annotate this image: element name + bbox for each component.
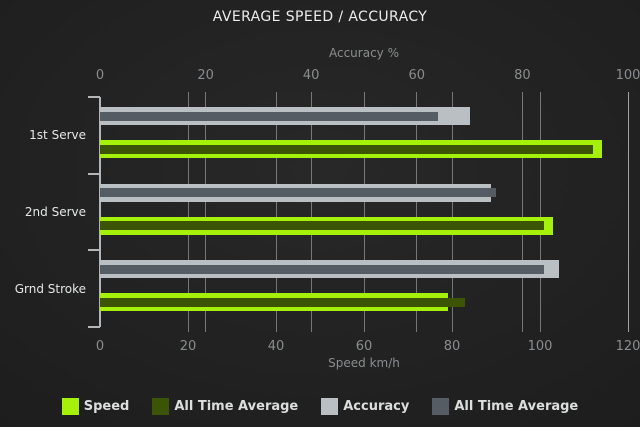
legend-item-all-time-average-1[interactable]: All Time Average [152, 398, 298, 415]
bar-all-time-average-2nd-serve[interactable] [100, 221, 545, 231]
bar-all-time-average-grnd-stroke[interactable] [100, 297, 466, 307]
bar-all-time-average-1st-serve[interactable] [100, 144, 593, 154]
legend-label: All Time Average [174, 399, 299, 414]
top-gridline-60 [416, 92, 418, 332]
y-axis-tick [88, 172, 100, 175]
bottom-axis-tick-80: 80 [443, 339, 461, 354]
bottom-axis-tick-0: 0 [95, 339, 105, 354]
legend-item-all-time-average-3[interactable]: All Time Average [432, 398, 578, 415]
y-axis-tick [88, 96, 100, 98]
y-axis-tick [88, 249, 100, 252]
bottom-gridline-40 [275, 92, 277, 332]
bar-all-time-average-2nd-serve[interactable] [100, 188, 496, 198]
chart-title: AVERAGE SPEED / ACCURACY [212, 9, 428, 25]
top-gridline-40 [310, 92, 312, 332]
bottom-axis-tick-100: 100 [527, 339, 553, 354]
y-axis-tick [88, 326, 100, 328]
legend-swatch-speed-0 [61, 398, 79, 415]
bottom-axis-tick-120: 120 [615, 339, 640, 354]
bottom-axis-tick-20: 20 [179, 339, 197, 354]
top-gridline-100 [627, 92, 629, 332]
top-axis-tick-20: 20 [197, 68, 214, 83]
legend-swatch-all-time-average-1 [152, 398, 170, 415]
legend-item-speed-0[interactable]: Speed [61, 398, 130, 415]
category-label-2nd-serve: 2nd Serve [24, 204, 86, 219]
top-gridline-80 [521, 92, 523, 332]
top-axis-tick-80: 80 [514, 68, 531, 83]
bottom-gridline-120 [627, 92, 629, 332]
category-label-1st-serve: 1st Serve [29, 128, 86, 143]
top-axis-title: Accuracy % [328, 46, 399, 60]
bottom-gridline-20 [187, 92, 189, 332]
legend-item-accuracy-2[interactable]: Accuracy [321, 398, 409, 415]
top-axis-tick-0: 0 [95, 68, 105, 83]
bottom-gridline-60 [363, 92, 365, 332]
legend-swatch-all-time-average-3 [432, 398, 450, 415]
bar-all-time-average-grnd-stroke[interactable] [100, 264, 544, 274]
legend-label: Speed [83, 399, 130, 414]
bar-all-time-average-1st-serve[interactable] [100, 111, 438, 121]
bottom-gridline-80 [451, 92, 453, 332]
legend: Speed All Time Average Accuracy All Time Av… [0, 398, 640, 415]
y-axis-line [99, 97, 101, 327]
bottom-axis-tick-40: 40 [267, 339, 285, 354]
legend-swatch-accuracy-2 [321, 398, 339, 415]
bottom-axis-title: Speed km/h [328, 356, 400, 370]
top-axis-tick-60: 60 [408, 68, 426, 83]
top-gridline-20 [205, 92, 207, 332]
top-axis-tick-40: 40 [302, 68, 320, 83]
bottom-gridline-100 [539, 92, 541, 332]
top-axis-tick-100: 100 [615, 68, 640, 83]
category-label-grnd-stroke: Grnd Stroke [14, 281, 86, 296]
legend-label: Accuracy [343, 399, 410, 414]
legend-label: All Time Average [454, 399, 579, 414]
bottom-axis-tick-60: 60 [355, 339, 373, 354]
